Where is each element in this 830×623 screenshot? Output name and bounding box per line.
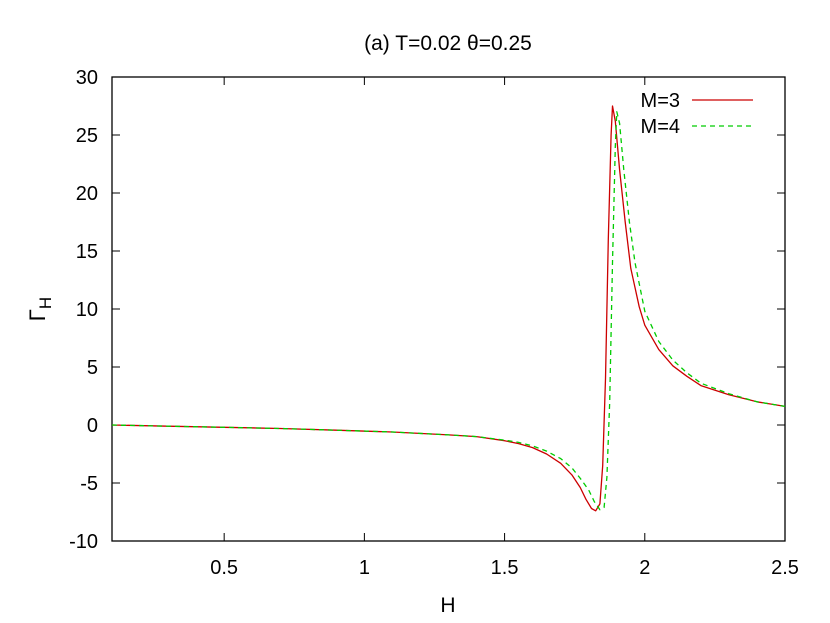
legend-label: M=4 (641, 116, 680, 138)
x-tick-label: 1.5 (491, 557, 519, 579)
y-tick-label: -5 (80, 473, 98, 495)
y-tick-label: 10 (76, 299, 98, 321)
x-tick-label: 2 (639, 557, 650, 579)
x-tick-label: 0.5 (210, 557, 238, 579)
chart-title: (a) T=0.02 θ=0.25 (364, 32, 532, 55)
legend-label: M=3 (641, 90, 680, 112)
y-tick-label: 25 (76, 125, 98, 147)
y-tick-label: 30 (76, 67, 98, 89)
y-tick-label: 0 (87, 415, 98, 437)
y-tick-label: -10 (69, 531, 98, 553)
y-tick-labels: -10 -5 0 5 10 15 20 25 30 (69, 67, 98, 553)
svg-text:ΓH: ΓH (25, 297, 55, 321)
y-axis-label-subscript: H (36, 297, 55, 309)
axis-ticks (112, 76, 786, 542)
series-line-m3 (111, 105, 786, 512)
plot-frame (111, 76, 786, 542)
x-tick-label: 2.5 (771, 557, 799, 579)
y-axis-label-main: Γ (25, 309, 50, 321)
series-lines (111, 105, 786, 512)
x-axis-label: H (440, 594, 455, 617)
y-tick-label: 15 (76, 241, 98, 263)
series-line-m4 (111, 111, 786, 511)
x-tick-label: 1 (359, 557, 370, 579)
x-tick-labels: 0.5 1 1.5 2 2.5 (210, 557, 799, 579)
y-tick-label: 20 (76, 183, 98, 205)
y-axis-label: ΓH (25, 297, 55, 321)
legend: M=3M=4 (641, 90, 753, 138)
y-tick-label: 5 (87, 357, 98, 379)
